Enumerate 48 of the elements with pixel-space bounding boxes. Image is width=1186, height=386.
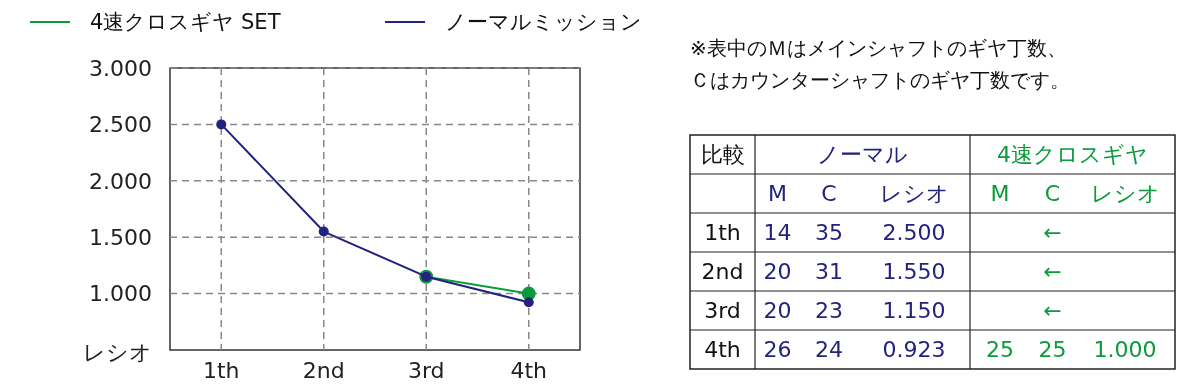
y-tick-label: 1th [704, 220, 741, 246]
text: 4速クロスギヤ [997, 142, 1148, 168]
text: 1.150 [882, 298, 946, 324]
text: 24 [815, 337, 843, 363]
y-tick-label: 2.000 [89, 168, 152, 194]
text: 26 [763, 337, 792, 363]
point [523, 297, 534, 308]
y-tick-label: 1.500 [89, 224, 152, 250]
x-tick-label: 2nd [302, 358, 345, 383]
y-tick-label: 1.000 [89, 281, 152, 307]
text: 14 [763, 220, 792, 246]
text: 25 [1038, 337, 1067, 363]
x-tick-label: レシオ [1090, 181, 1160, 207]
x-tick-label: レシオ [879, 181, 949, 207]
text: 23 [815, 298, 843, 324]
text: 2.500 [882, 220, 946, 246]
text: ← [1043, 298, 1062, 324]
x-tick-label: C [821, 181, 837, 207]
text: 31 [815, 259, 843, 285]
point [318, 226, 329, 237]
text: 20 [763, 259, 792, 285]
text: 0.923 [882, 337, 946, 363]
text: 20 [763, 298, 792, 324]
y-tick-label: 2.500 [89, 112, 152, 138]
text: 25 [986, 337, 1014, 363]
y-axis-title: レシオ [83, 340, 152, 365]
legend-label: 4速クロスギヤ SET [90, 10, 281, 35]
x-tick-label: M [990, 181, 1010, 207]
text: 比較 [700, 142, 745, 168]
point [216, 119, 227, 130]
legend-label: ノーマルミッション [445, 10, 642, 35]
x-tick-label: M [768, 181, 787, 207]
text: ← [1043, 259, 1062, 285]
x-tick-label: 4th [510, 358, 548, 383]
text: ノーマル [817, 142, 908, 168]
y-tick-label: 3rd [704, 298, 741, 324]
y-tick-label: 3.000 [89, 55, 152, 81]
text: Ｃはカウンターシャフトのギヤ丁数です。 [690, 68, 1070, 92]
x-tick-label: 1th [202, 358, 240, 383]
text: 1.000 [1093, 337, 1157, 363]
x-tick-label: C [1044, 181, 1061, 207]
y-tick-label: 2nd [701, 259, 744, 285]
x-tick-label: 3rd [407, 358, 445, 383]
text: ← [1043, 220, 1062, 246]
y-tick-label: 4th [704, 337, 741, 363]
text: ※表中のＭはメインシャフトのギヤ丁数、 [690, 36, 1067, 60]
text: 1.550 [882, 259, 946, 285]
text: 35 [815, 220, 843, 246]
